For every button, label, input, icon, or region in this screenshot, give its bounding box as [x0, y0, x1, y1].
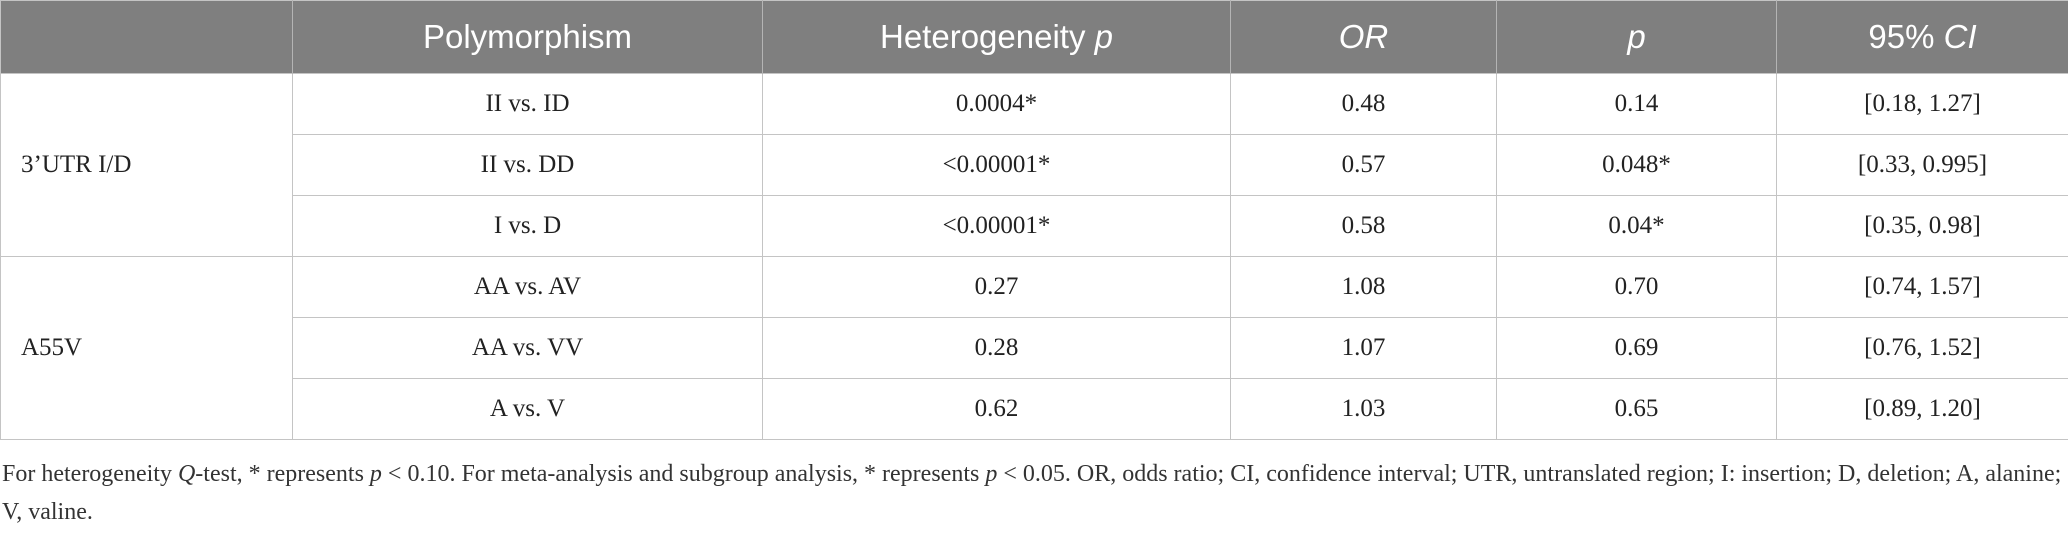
table-row: A vs. V 0.62 1.03 0.65 [0.89, 1.20] — [1, 378, 2068, 440]
cell-or: 1.08 — [1230, 256, 1497, 318]
footnote-p-italic: p — [985, 461, 998, 487]
cell-or: 0.48 — [1230, 73, 1497, 135]
cell-p: 0.048* — [1496, 134, 1777, 196]
results-table: Polymorphism Heterogeneity p OR p 95% CI… — [0, 0, 2068, 440]
cell-p: 0.65 — [1496, 378, 1777, 440]
header-ci: 95% CI — [1776, 0, 2068, 74]
header-group-blank — [0, 0, 293, 74]
footnote-text: -test, * represents — [195, 461, 370, 487]
cell-comparison: A vs. V — [292, 378, 763, 440]
footnote-q-italic: Q — [177, 461, 196, 487]
cell-comparison: AA vs. VV — [292, 317, 763, 379]
cell-heterogeneity-p: <0.00001* — [762, 134, 1231, 196]
cell-ci: [0.33, 0.995] — [1776, 134, 2068, 196]
cell-p: 0.70 — [1496, 256, 1777, 318]
cell-ci: [0.18, 1.27] — [1776, 73, 2068, 135]
header-p: p — [1496, 0, 1777, 74]
header-row: Polymorphism Heterogeneity p OR p 95% CI — [0, 0, 2068, 74]
table-row: 3’UTR I/D II vs. ID 0.0004* 0.48 0.14 [0… — [0, 73, 2068, 257]
header-heterogeneity-p: Heterogeneity p — [762, 0, 1231, 74]
cell-ci: [0.76, 1.52] — [1776, 317, 2068, 379]
footnote-text: < 0.05. OR, odds ratio; CI, confidence i… — [2, 461, 2062, 525]
cell-or: 1.07 — [1230, 317, 1497, 379]
group-label: 3’UTR I/D — [0, 73, 293, 257]
header-or: OR — [1230, 0, 1497, 74]
table-footnote: For heterogeneity Q-test, * represents p… — [2, 455, 2062, 531]
group-label: A55V — [0, 256, 293, 440]
cell-comparison: I vs. D — [292, 195, 763, 257]
cell-ci: [0.35, 0.98] — [1776, 195, 2068, 257]
cell-heterogeneity-p: 0.27 — [762, 256, 1231, 318]
header-ci-label: 95% — [1868, 18, 1944, 55]
footnote-text: < 0.10. For meta-analysis and subgroup a… — [381, 461, 986, 487]
cell-comparison: II vs. ID — [292, 73, 763, 135]
header-heterogeneity-p-italic: p — [1094, 18, 1113, 55]
cell-or: 0.57 — [1230, 134, 1497, 196]
table-header: Polymorphism Heterogeneity p OR p 95% CI — [0, 0, 2068, 74]
table-row: AA vs. VV 0.28 1.07 0.69 [0.76, 1.52] — [1, 317, 2068, 379]
cell-comparison: II vs. DD — [292, 134, 763, 196]
header-ci-italic: CI — [1943, 18, 1977, 55]
table-row: II vs. DD <0.00001* 0.57 0.048* [0.33, 0… — [1, 134, 2068, 196]
cell-ci: [0.89, 1.20] — [1776, 378, 2068, 440]
footnote-p-italic: p — [369, 461, 382, 487]
cell-heterogeneity-p: <0.00001* — [762, 195, 1231, 257]
cell-heterogeneity-p: 0.28 — [762, 317, 1231, 379]
header-polymorphism: Polymorphism — [292, 0, 763, 74]
cell-ci: [0.74, 1.57] — [1776, 256, 2068, 318]
footnote-text: For heterogeneity — [2, 461, 178, 487]
table-body: 3’UTR I/D II vs. ID 0.0004* 0.48 0.14 [0… — [0, 73, 2068, 440]
cell-comparison: AA vs. AV — [292, 256, 763, 318]
cell-p: 0.04* — [1496, 195, 1777, 257]
cell-heterogeneity-p: 0.62 — [762, 378, 1231, 440]
table-row: I vs. D <0.00001* 0.58 0.04* [0.35, 0.98… — [1, 195, 2068, 257]
table-row: A55V AA vs. AV 0.27 1.08 0.70 [0.74, 1.5… — [0, 256, 2068, 440]
cell-p: 0.69 — [1496, 317, 1777, 379]
cell-p: 0.14 — [1496, 73, 1777, 135]
cell-or: 0.58 — [1230, 195, 1497, 257]
cell-heterogeneity-p: 0.0004* — [762, 73, 1231, 135]
header-heterogeneity-label: Heterogeneity — [880, 18, 1095, 55]
cell-or: 1.03 — [1230, 378, 1497, 440]
